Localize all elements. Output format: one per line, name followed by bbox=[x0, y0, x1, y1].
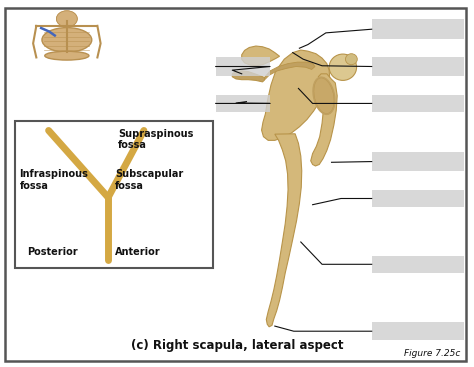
Polygon shape bbox=[242, 46, 280, 66]
Ellipse shape bbox=[45, 51, 89, 60]
Bar bbox=[372, 19, 464, 39]
Bar bbox=[15, 121, 213, 268]
Text: Infraspinous
fossa: Infraspinous fossa bbox=[19, 169, 89, 190]
Text: (c) Right scapula, lateral aspect: (c) Right scapula, lateral aspect bbox=[131, 339, 343, 352]
Bar bbox=[372, 255, 464, 273]
Bar bbox=[372, 323, 464, 340]
Polygon shape bbox=[264, 62, 315, 80]
Bar bbox=[216, 57, 270, 76]
Polygon shape bbox=[262, 50, 329, 140]
Bar bbox=[372, 190, 464, 207]
Ellipse shape bbox=[346, 54, 357, 65]
Ellipse shape bbox=[329, 54, 356, 80]
Ellipse shape bbox=[314, 77, 334, 114]
Text: Figure 7.25c: Figure 7.25c bbox=[404, 349, 460, 358]
Circle shape bbox=[56, 11, 77, 27]
Bar bbox=[372, 57, 464, 76]
Text: Supraspinous
fossa: Supraspinous fossa bbox=[118, 129, 193, 150]
Text: Anterior: Anterior bbox=[115, 247, 161, 257]
Bar bbox=[372, 95, 464, 112]
Bar bbox=[216, 95, 270, 112]
Polygon shape bbox=[232, 71, 264, 82]
Polygon shape bbox=[266, 134, 302, 327]
Text: Posterior: Posterior bbox=[27, 247, 77, 257]
Text: Subscapular
fossa: Subscapular fossa bbox=[115, 169, 183, 190]
Polygon shape bbox=[311, 74, 337, 166]
Ellipse shape bbox=[42, 28, 92, 52]
Bar bbox=[372, 152, 464, 171]
